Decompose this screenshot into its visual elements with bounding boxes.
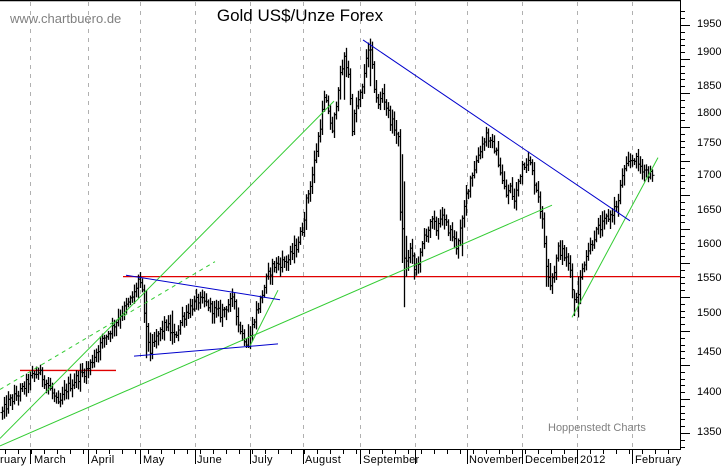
y-label: 1850 bbox=[697, 80, 722, 92]
chart-title: Gold US$/Unze Forex bbox=[216, 6, 384, 25]
x-label: July bbox=[252, 454, 273, 466]
credit-text: Hoppenstedt Charts bbox=[548, 422, 646, 434]
x-axis-ticks bbox=[5, 449, 669, 464]
watermark-text: www.chartbuero.de bbox=[10, 11, 122, 26]
y-label: 1650 bbox=[697, 204, 722, 216]
x-label: 2012 bbox=[580, 454, 606, 466]
ohlc-price-bars bbox=[0, 38, 655, 420]
x-label: December bbox=[525, 454, 579, 466]
x-label: March bbox=[34, 454, 67, 466]
y-label: 1750 bbox=[697, 137, 722, 149]
long-uptrend-line bbox=[0, 204, 553, 447]
x-label: ruary bbox=[0, 454, 27, 466]
y-label: 1450 bbox=[697, 346, 722, 358]
dec-uptrend-line bbox=[571, 157, 659, 318]
triangle-lower-line bbox=[133, 343, 279, 357]
y-label: 1350 bbox=[697, 426, 722, 438]
triangle-upper-line bbox=[125, 274, 281, 301]
x-label: April bbox=[91, 454, 115, 466]
y-label: 1900 bbox=[697, 46, 722, 58]
x-label: August bbox=[305, 454, 342, 466]
downtrend-resistance-line bbox=[362, 39, 631, 222]
y-label: 1400 bbox=[697, 386, 722, 398]
y-label: 1700 bbox=[697, 169, 722, 181]
y-label: 1800 bbox=[697, 107, 722, 119]
x-label: May bbox=[143, 454, 165, 466]
y-label: 1550 bbox=[697, 272, 722, 284]
steep-uptrend-line bbox=[0, 100, 335, 439]
x-label: September bbox=[363, 454, 420, 466]
upper-channel-dashed bbox=[0, 261, 216, 390]
y-axis-ticks bbox=[680, 11, 690, 448]
y-label: 1500 bbox=[697, 307, 722, 319]
x-label: June bbox=[197, 454, 223, 466]
trend-lines bbox=[0, 39, 659, 447]
july-uptrend-line bbox=[249, 289, 279, 347]
x-label: November bbox=[469, 454, 523, 466]
y-label: 1600 bbox=[697, 238, 722, 250]
y-label: 1950 bbox=[697, 18, 722, 30]
x-label: February bbox=[635, 454, 682, 466]
